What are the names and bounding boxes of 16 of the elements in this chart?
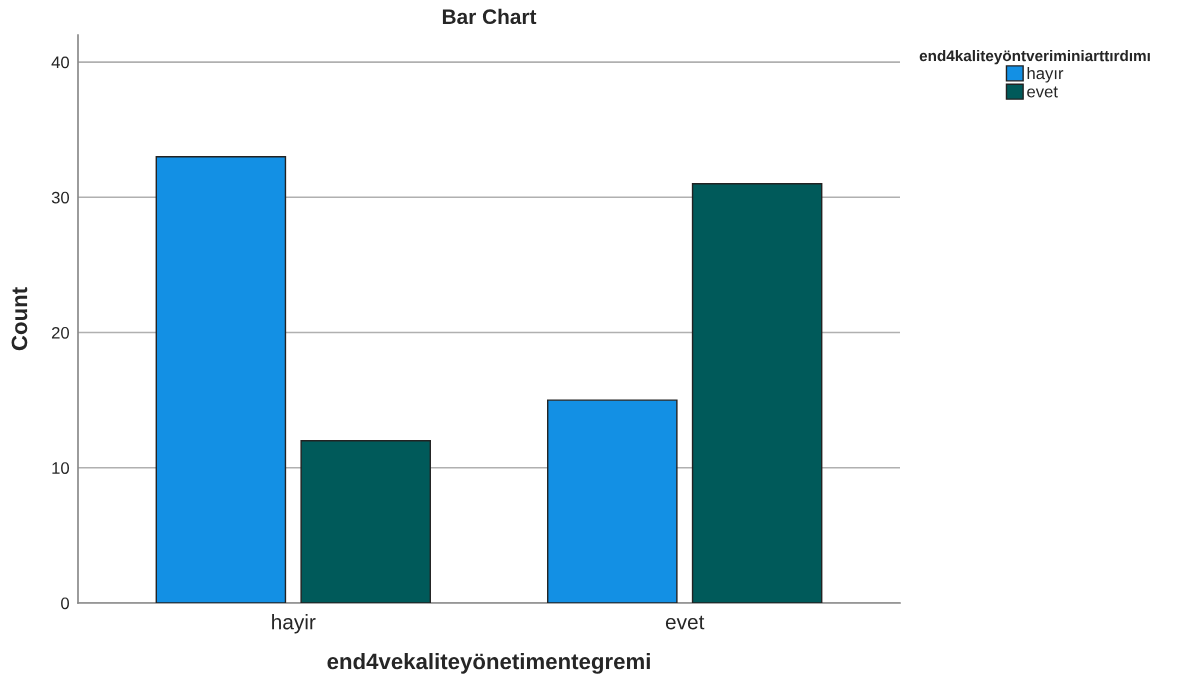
bar: [155, 156, 287, 603]
legend-title: end4kaliteyöntveriminiarttırdımı: [919, 50, 1150, 65]
bar: [547, 399, 678, 603]
bar: [300, 440, 431, 603]
legend-label: evet: [1027, 86, 1058, 98]
bar: [691, 183, 823, 603]
y-tick-label: 40: [51, 56, 70, 69]
legend-label: hayır: [1027, 67, 1064, 83]
y-tick-label: 0: [61, 597, 70, 610]
y-tick-label: 20: [51, 326, 70, 339]
y-axis-title: Count: [11, 287, 28, 351]
y-tick-label: 30: [51, 191, 70, 204]
x-axis-title: end4vekaliteyönetimentegremi: [327, 652, 650, 674]
chart-title: Bar Chart: [442, 8, 537, 25]
y-tick-label: 10: [52, 462, 70, 474]
x-tick-label: hayir: [272, 614, 316, 634]
